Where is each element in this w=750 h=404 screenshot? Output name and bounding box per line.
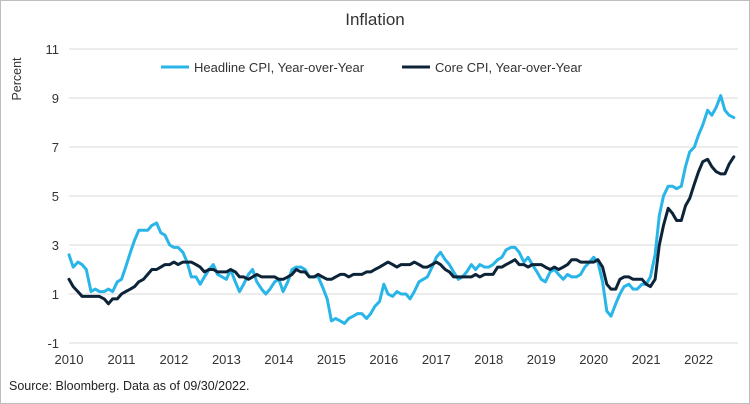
- legend-item-headline-cpi: Headline CPI, Year-over-Year: [161, 60, 365, 75]
- x-tick-label: 2022: [684, 352, 713, 367]
- y-tick-label: 3: [52, 238, 59, 253]
- y-tick-label: 7: [52, 140, 59, 155]
- legend-label-headline-cpi: Headline CPI, Year-over-Year: [194, 60, 365, 75]
- gridlines: [69, 48, 738, 344]
- y-tick-label: 9: [52, 91, 59, 106]
- x-tick-label: 2010: [55, 352, 84, 367]
- x-tick-label: 2012: [159, 352, 188, 367]
- x-tick-label: 2016: [369, 352, 398, 367]
- x-tick-label: 2014: [264, 352, 293, 367]
- x-tick-label: 2013: [212, 352, 241, 367]
- x-tick-label: 2018: [474, 352, 503, 367]
- y-tick-label: 5: [52, 189, 59, 204]
- x-tick-label: 2021: [632, 352, 661, 367]
- x-tick-label: 2017: [422, 352, 451, 367]
- series-line-core-cpi: [67, 155, 736, 306]
- x-tick-labels: 2010 2011 2012 2013 2014 2015 2016 2017 2018 2019…: [55, 352, 714, 367]
- y-axis-label: Percent: [10, 57, 24, 101]
- source-note: Source: Bloomberg. Data as of 09/30/2022…: [9, 379, 250, 393]
- y-tick-label: 11: [46, 42, 60, 57]
- legend-label-core-cpi: Core CPI, Year-over-Year: [435, 60, 583, 75]
- y-tick-label: -1: [47, 336, 59, 351]
- x-tick-label: 2019: [527, 352, 556, 367]
- legend-item-core-cpi: Core CPI, Year-over-Year: [402, 60, 583, 75]
- chart-title: Inflation: [345, 10, 405, 29]
- x-tick-label: 2020: [579, 352, 608, 367]
- x-tick-label: 2015: [317, 352, 346, 367]
- series-lines: [67, 94, 736, 325]
- x-tick-label: 2011: [107, 352, 135, 367]
- y-tick-labels: 11 9 7 5 3 1 -1: [46, 42, 60, 351]
- y-tick-label: 1: [52, 287, 59, 302]
- series-line-headline-cpi: [67, 94, 736, 325]
- legend: Headline CPI, Year-over-Year Core CPI, Y…: [161, 60, 583, 75]
